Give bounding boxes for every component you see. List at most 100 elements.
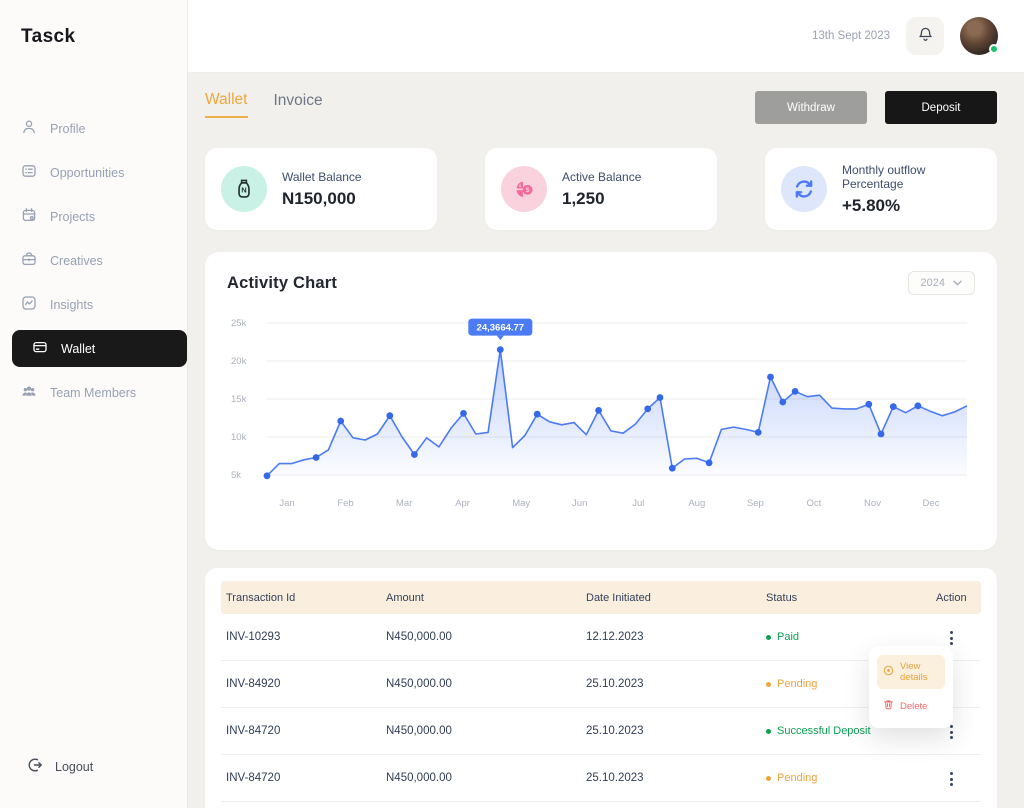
- briefcase-icon: [21, 251, 37, 270]
- svg-text:Jul: Jul: [632, 498, 644, 509]
- svg-text:Jan: Jan: [279, 498, 294, 509]
- svg-text:24,3664.77: 24,3664.77: [477, 323, 525, 334]
- chart-title: Activity Chart: [227, 273, 338, 292]
- activity-line-chart: 5k 10k 15k 20k 25k Jan Feb Mar Apr May Jun Jul Aug Se…: [227, 309, 975, 526]
- cell-amount: N450,000.00: [386, 631, 452, 643]
- sidebar-item-label: Creatives: [50, 253, 103, 268]
- svg-text:Aug: Aug: [688, 498, 705, 509]
- table-row: INV-84720 N450,000.00 25.10.2023 Pending: [221, 755, 981, 802]
- sidebar-item-label: Opportunities: [50, 165, 125, 180]
- row-actions-kebab-button[interactable]: [946, 768, 957, 790]
- sidebar-item-opportunities[interactable]: Opportunities: [0, 154, 187, 191]
- withdraw-button[interactable]: Withdraw: [755, 91, 867, 124]
- tab-invoice[interactable]: Invoice: [274, 91, 323, 118]
- delete-menu-item[interactable]: Delete: [877, 693, 945, 719]
- sidebar-item-projects[interactable]: Projects: [0, 198, 187, 235]
- svg-text:Oct: Oct: [807, 498, 822, 509]
- svg-text:5k: 5k: [231, 470, 241, 481]
- monthly-outflow-card: Monthly outflow Percentage +5.80%: [765, 148, 997, 230]
- cell-transaction-id: INV-84720: [226, 725, 281, 737]
- status-label: Pending: [777, 772, 818, 784]
- sidebar-item-creatives[interactable]: Creatives: [0, 242, 187, 279]
- svg-text:Jun: Jun: [572, 498, 587, 509]
- col-transaction-id: Transaction Id: [226, 591, 296, 604]
- svg-text:Dec: Dec: [923, 498, 940, 509]
- cell-date: 12.12.2023: [586, 631, 644, 643]
- cell-date: 25.10.2023: [586, 725, 644, 737]
- sidebar-item-label: Projects: [50, 209, 96, 224]
- status-badge: Pending: [766, 678, 936, 690]
- trash-icon: [883, 699, 894, 713]
- logout-label: Logout: [55, 759, 94, 774]
- col-status: Status: [766, 591, 798, 604]
- stat-value: N150,000: [282, 188, 356, 208]
- svg-text:N: N: [241, 186, 246, 195]
- sidebar-item-label: Profile: [50, 121, 86, 136]
- online-status-dot: [989, 44, 999, 54]
- row-actions-kebab-button[interactable]: [946, 627, 957, 649]
- sidebar-item-label: Team Members: [50, 385, 137, 400]
- cell-date: 25.10.2023: [586, 772, 644, 784]
- sidebar-item-insights[interactable]: Insights: [0, 286, 187, 323]
- sidebar-item-profile[interactable]: Profile: [0, 110, 187, 147]
- naira-money-bag-icon: N: [221, 166, 267, 212]
- stat-value: 1,250: [562, 188, 605, 208]
- cell-date: 25.10.2023: [586, 678, 644, 690]
- col-amount: Amount: [386, 591, 424, 604]
- status-dot: [766, 681, 771, 687]
- sidebar-item-team-members[interactable]: Team Members: [0, 374, 187, 411]
- cell-transaction-id: INV-84720: [226, 772, 281, 784]
- tab-wallet[interactable]: Wallet: [205, 91, 248, 118]
- status-label: Paid: [777, 631, 800, 643]
- chart-tooltip: 24,3664.77: [468, 318, 533, 341]
- user-avatar[interactable]: [960, 17, 999, 55]
- view-details-menu-item[interactable]: View details: [877, 655, 945, 689]
- sidebar-nav: Profile Opportunities Projects Creatives…: [0, 110, 187, 411]
- col-action: Action: [936, 591, 967, 604]
- checklist-card-icon: [21, 163, 37, 182]
- svg-text:20k: 20k: [231, 356, 247, 367]
- sidebar-item-label: Wallet: [61, 341, 96, 356]
- table-header-row: Transaction Id Amount Date Initiated Sta…: [221, 581, 981, 614]
- svg-text:May: May: [512, 498, 530, 509]
- status-dot: [766, 634, 771, 640]
- sidebar: Tasck Profile Opportunities Projects Cre…: [0, 0, 188, 808]
- col-date-initiated: Date Initiated: [586, 591, 651, 604]
- bell-icon: [917, 26, 934, 46]
- status-label: Pending: [777, 678, 818, 690]
- year-filter-value: 2024: [920, 277, 945, 289]
- main-content: Wallet Invoice Withdraw Deposit N Wallet…: [188, 73, 1024, 808]
- stat-label: Wallet Balance: [282, 169, 362, 184]
- chevron-down-icon: [953, 277, 962, 289]
- deposit-button[interactable]: Deposit: [885, 91, 997, 124]
- status-badge: Paid: [766, 631, 936, 643]
- stat-label: Monthly outflow Percentage: [842, 162, 926, 191]
- table-row: INV-10293 N450,000.00 12.12.2023 Paid: [221, 614, 981, 661]
- people-group-icon: [21, 383, 37, 402]
- transactions-table: Transaction Id Amount Date Initiated Sta…: [205, 568, 997, 808]
- user-icon: [21, 119, 37, 138]
- topbar: 13th Sept 2023: [188, 0, 1024, 73]
- status-dot: [766, 728, 771, 734]
- status-dot: [766, 775, 771, 781]
- row-actions-kebab-button[interactable]: [946, 721, 957, 743]
- stat-value: +5.80%: [842, 195, 901, 215]
- svg-text:10k: 10k: [231, 432, 247, 443]
- sidebar-item-wallet[interactable]: Wallet: [12, 330, 187, 367]
- active-balance-card: x $ Active Balance 1,250: [485, 148, 717, 230]
- logout-button[interactable]: Logout: [0, 747, 93, 786]
- svg-text:$: $: [526, 187, 530, 194]
- svg-text:25k: 25k: [231, 318, 247, 329]
- svg-text:Sep: Sep: [747, 498, 764, 509]
- year-filter-dropdown[interactable]: 2024: [907, 271, 975, 295]
- delete-label: Delete: [900, 700, 928, 712]
- notifications-button[interactable]: [906, 17, 944, 55]
- cell-transaction-id: INV-10293: [226, 631, 281, 643]
- view-details-label: View details: [900, 661, 928, 683]
- app-logo: Tasck: [21, 26, 76, 47]
- activity-chart-card: Activity Chart 2024 5k 10k 15k 20k 25k Jan Feb…: [205, 252, 997, 550]
- svg-text:x: x: [519, 184, 522, 189]
- svg-text:Mar: Mar: [396, 498, 412, 509]
- pie-coin-icon: x $: [501, 166, 547, 212]
- wallet-invoice-tabs: Wallet Invoice: [205, 91, 323, 118]
